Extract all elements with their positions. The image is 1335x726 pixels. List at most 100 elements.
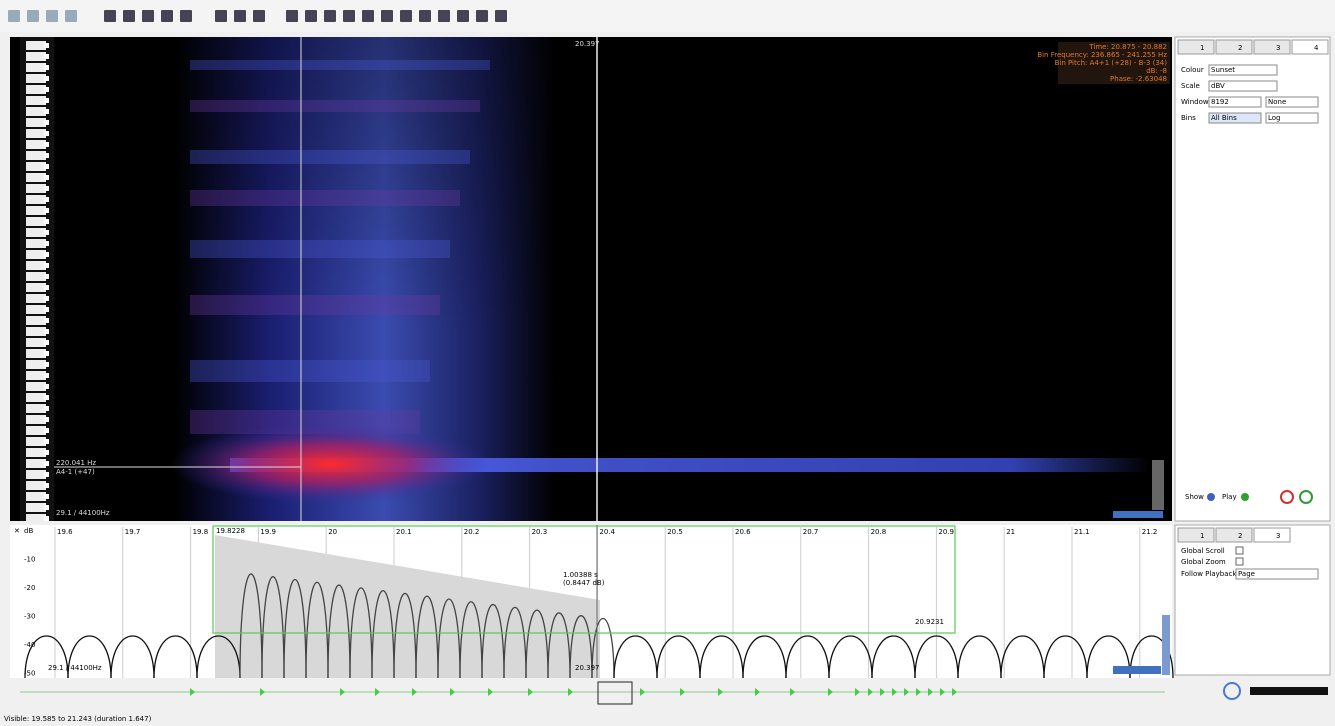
colour-label: Colour <box>1181 66 1204 74</box>
frequency-label: 220.041 Hz <box>56 459 96 467</box>
tool-button[interactable] <box>476 10 488 22</box>
tool-button[interactable] <box>123 10 135 22</box>
key <box>26 107 46 116</box>
tool-button[interactable] <box>215 10 227 22</box>
cursor-time: 20.397 <box>575 40 600 48</box>
scale-label: Scale <box>1181 82 1200 90</box>
zoom-wheel[interactable] <box>1152 460 1164 510</box>
selection-start: 19.8228 <box>216 527 245 535</box>
harmonic <box>190 295 440 315</box>
key-marker <box>44 384 49 389</box>
tool-button[interactable] <box>8 10 20 22</box>
rate-label: 29.1 / 44100Hz <box>56 509 110 517</box>
key-marker <box>44 164 49 169</box>
follow-mode: Page <box>1238 570 1255 578</box>
key-marker <box>44 131 49 136</box>
tool-button[interactable] <box>104 10 116 22</box>
waveform-zoom[interactable] <box>1162 615 1170 675</box>
key-marker <box>44 197 49 202</box>
harmonic <box>190 190 460 206</box>
tool-button[interactable] <box>161 10 173 22</box>
key-marker <box>44 494 49 499</box>
key-marker <box>44 296 49 301</box>
tab[interactable] <box>1254 528 1290 542</box>
info-line: dB: -8 <box>1146 67 1167 75</box>
tool-button[interactable] <box>324 10 336 22</box>
tool-button[interactable] <box>65 10 77 22</box>
play-toggle[interactable] <box>1241 493 1249 501</box>
gain-bar[interactable] <box>1113 511 1163 518</box>
app-window: 20.397 220.041 Hz A4-1 (+47) 29.1 / 4410… <box>0 0 1335 726</box>
tab[interactable] <box>1216 528 1252 542</box>
spectrogram-peak <box>170 424 490 504</box>
tool-button[interactable] <box>46 10 58 22</box>
tab[interactable] <box>1178 40 1214 54</box>
tab-label: 4 <box>1314 44 1319 52</box>
tab[interactable] <box>1292 40 1328 54</box>
tool-button[interactable] <box>495 10 507 22</box>
close-pane[interactable]: ✕ <box>14 527 20 535</box>
key-marker <box>44 351 49 356</box>
key <box>26 41 46 50</box>
tab[interactable] <box>1216 40 1252 54</box>
x-tick-label: 19.8 <box>193 528 209 536</box>
overview-viewport[interactable] <box>598 682 632 704</box>
key <box>26 52 46 61</box>
info-line: Time: 20.875 - 20.882 <box>1088 43 1167 51</box>
key-marker <box>44 450 49 455</box>
key-marker <box>44 329 49 334</box>
overview-marker <box>952 688 957 696</box>
tool-button[interactable] <box>438 10 450 22</box>
tool-button[interactable] <box>286 10 298 22</box>
waveform-gain[interactable] <box>1113 666 1161 674</box>
bins-label: Bins <box>1181 114 1196 122</box>
tool-button[interactable] <box>27 10 39 22</box>
tool-button[interactable] <box>400 10 412 22</box>
key-marker <box>44 505 49 510</box>
x-tick-label: 19.7 <box>125 528 141 536</box>
volume-dial[interactable] <box>1224 683 1240 699</box>
overview-marker <box>790 688 795 696</box>
tool-button[interactable] <box>253 10 265 22</box>
overview-marker <box>892 688 897 696</box>
close-pane[interactable]: ✕ <box>14 38 20 46</box>
y-tick-label: dB <box>24 527 33 535</box>
key-marker <box>44 373 49 378</box>
tool-button[interactable] <box>343 10 355 22</box>
tool-button[interactable] <box>305 10 317 22</box>
key <box>26 470 46 479</box>
overview-marker <box>755 688 760 696</box>
key <box>26 118 46 127</box>
x-tick-label: 20.6 <box>735 528 751 536</box>
info-line: Bin Pitch: A4+1 (+28) - B-3 (34) <box>1055 59 1168 67</box>
key-marker <box>44 219 49 224</box>
overview-marker <box>528 688 533 696</box>
y-tick-label: -20 <box>24 584 35 592</box>
scroll-check[interactable] <box>1236 547 1243 554</box>
key <box>26 481 46 490</box>
key-marker <box>44 395 49 400</box>
tool-button[interactable] <box>234 10 246 22</box>
x-tick-label: 20.1 <box>396 528 412 536</box>
tool-button[interactable] <box>457 10 469 22</box>
key-marker <box>44 406 49 411</box>
tab[interactable] <box>1178 528 1214 542</box>
key-marker <box>44 153 49 158</box>
overview-marker <box>680 688 685 696</box>
tool-button[interactable] <box>180 10 192 22</box>
show-toggle[interactable] <box>1207 493 1215 501</box>
info-line: Bin Frequency: 236.865 - 241.255 Hz <box>1037 51 1167 59</box>
tool-button[interactable] <box>381 10 393 22</box>
overview-marker <box>916 688 921 696</box>
tab[interactable] <box>1254 40 1290 54</box>
play-label: Play <box>1222 493 1237 501</box>
zoom-check[interactable] <box>1236 558 1243 565</box>
combo-value: 8192 <box>1211 98 1229 106</box>
key <box>26 129 46 138</box>
layer-panel <box>1175 37 1330 521</box>
waveform-rate: 29.1 / 44100Hz <box>48 664 102 672</box>
tool-button[interactable] <box>362 10 374 22</box>
tool-button[interactable] <box>142 10 154 22</box>
tool-button[interactable] <box>419 10 431 22</box>
tab-label: 3 <box>1276 532 1280 540</box>
